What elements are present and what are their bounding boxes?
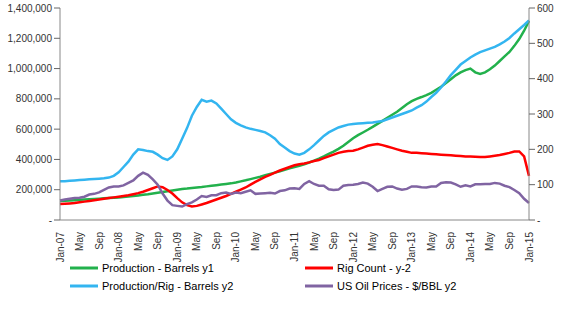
svg-text:500: 500: [537, 38, 554, 49]
svg-text:Jan-14: Jan-14: [465, 232, 476, 262]
svg-text:Sep: Sep: [504, 232, 515, 250]
svg-text:1,000,000: 1,000,000: [8, 63, 52, 74]
svg-text:400: 400: [537, 73, 554, 84]
svg-text:Sep: Sep: [211, 232, 222, 250]
svg-text:May: May: [250, 232, 261, 251]
svg-text:200: 200: [537, 144, 554, 155]
svg-text:Sep: Sep: [445, 232, 456, 250]
svg-text:May: May: [74, 232, 85, 251]
svg-text:Sep: Sep: [387, 232, 398, 250]
svg-text:May: May: [484, 232, 495, 251]
svg-text:Jan-07: Jan-07: [55, 232, 66, 262]
svg-text:Sep: Sep: [94, 232, 105, 250]
svg-text:May: May: [309, 232, 320, 251]
svg-text:-: -: [49, 215, 52, 226]
html-text:Rig Count - y-2: Rig Count - y-2: [337, 262, 411, 274]
svg-text:100: 100: [537, 179, 554, 190]
svg-text:800,000: 800,000: [16, 93, 53, 104]
svg-text:Sep: Sep: [328, 232, 339, 250]
svg-text:Jan-11: Jan-11: [289, 232, 300, 262]
svg-text:300: 300: [537, 109, 554, 120]
html-text:US Oil Prices - $/BBL y2: US Oil Prices - $/BBL y2: [337, 280, 457, 292]
svg-text:May: May: [426, 232, 437, 251]
svg-text:Sep: Sep: [152, 232, 163, 250]
svg-text:Jan-13: Jan-13: [406, 232, 417, 262]
svg-text:May: May: [191, 232, 202, 251]
svg-text:-: -: [537, 215, 540, 226]
svg-text:Jan-15: Jan-15: [524, 232, 535, 262]
svg-text:Jan-10: Jan-10: [230, 232, 241, 262]
svg-text:Jan-12: Jan-12: [348, 232, 359, 262]
svg-text:May: May: [133, 232, 144, 251]
svg-text:Jan-08: Jan-08: [113, 232, 124, 262]
svg-text:May: May: [367, 232, 378, 251]
html-text:Production - Barrels y1: Production - Barrels y1: [102, 262, 214, 274]
svg-text:600: 600: [537, 3, 554, 14]
html-text:Production/Rig - Barrels y2: Production/Rig - Barrels y2: [102, 280, 234, 292]
svg-text:Sep: Sep: [269, 232, 280, 250]
svg-text:1,400,000: 1,400,000: [8, 3, 52, 14]
svg-text:200,000: 200,000: [16, 184, 53, 195]
svg-text:1,200,000: 1,200,000: [8, 33, 52, 44]
svg-text:400,000: 400,000: [16, 154, 53, 165]
svg-text:Jan-09: Jan-09: [172, 232, 183, 262]
svg-text:600,000: 600,000: [16, 124, 53, 135]
